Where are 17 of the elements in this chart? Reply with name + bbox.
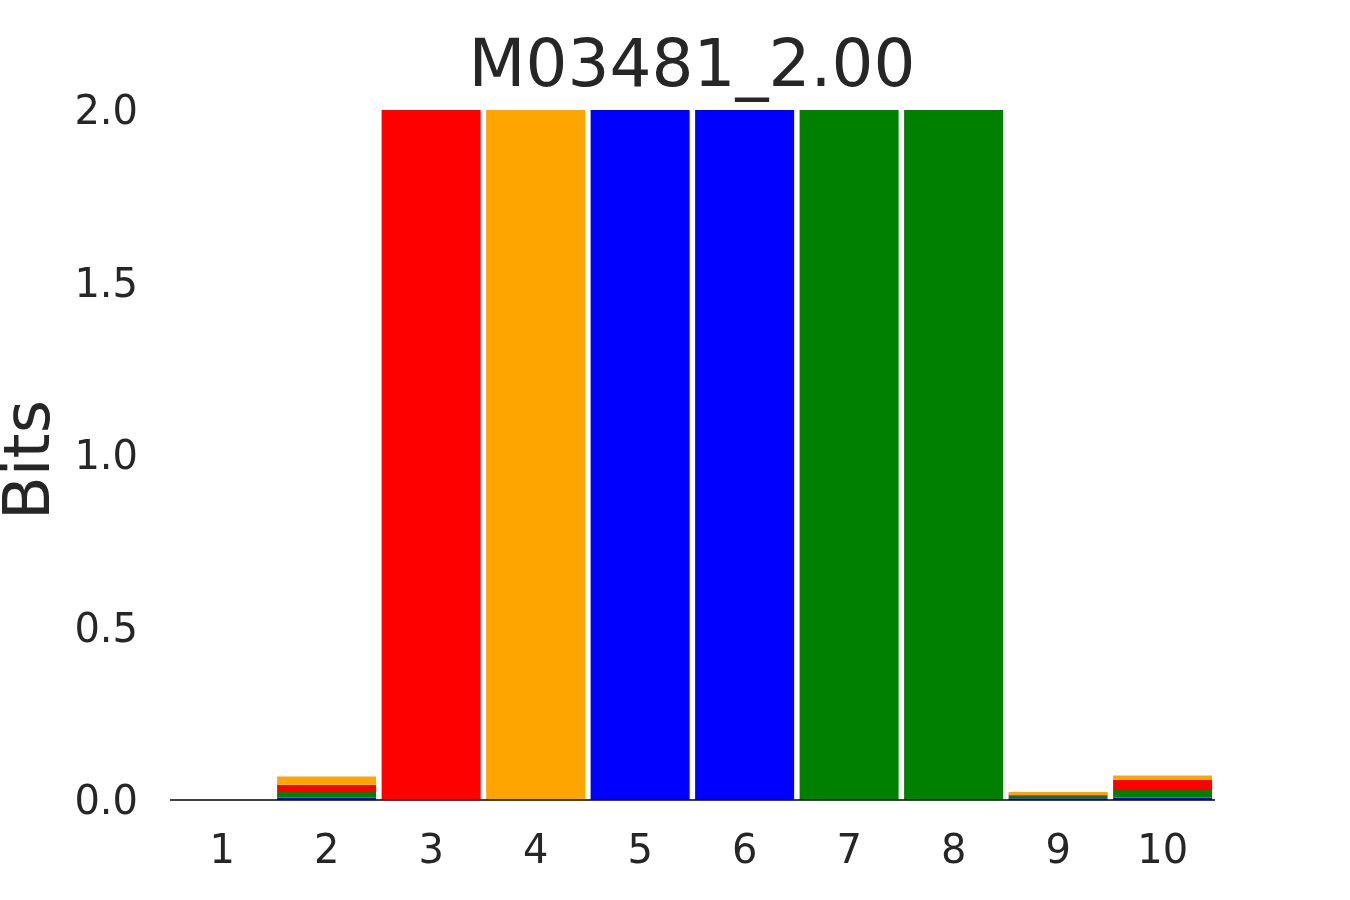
y-tick-label: 1.5 xyxy=(74,259,138,306)
chart-title: M03481_2.00 xyxy=(468,25,916,102)
x-tick-label: 8 xyxy=(941,826,967,873)
x-tick-label: 9 xyxy=(1045,826,1071,873)
x-tick-label: 4 xyxy=(523,826,549,873)
y-tick-label: 1.0 xyxy=(74,432,138,479)
x-tick-label: 3 xyxy=(418,826,444,873)
x-tick-label: 7 xyxy=(836,826,862,873)
x-tick-label: 2 xyxy=(314,826,340,873)
y-tick-label: 0.5 xyxy=(74,604,138,651)
x-tick-label: 1 xyxy=(209,826,235,873)
y-axis-title: Bits xyxy=(0,399,64,521)
x-tick-label: 5 xyxy=(627,826,653,873)
x-tick-label: 10 xyxy=(1137,826,1189,873)
x-tick-label: 6 xyxy=(732,826,758,873)
y-tick-label: 0.0 xyxy=(74,777,138,824)
y-tick-label: 2.0 xyxy=(74,87,138,134)
